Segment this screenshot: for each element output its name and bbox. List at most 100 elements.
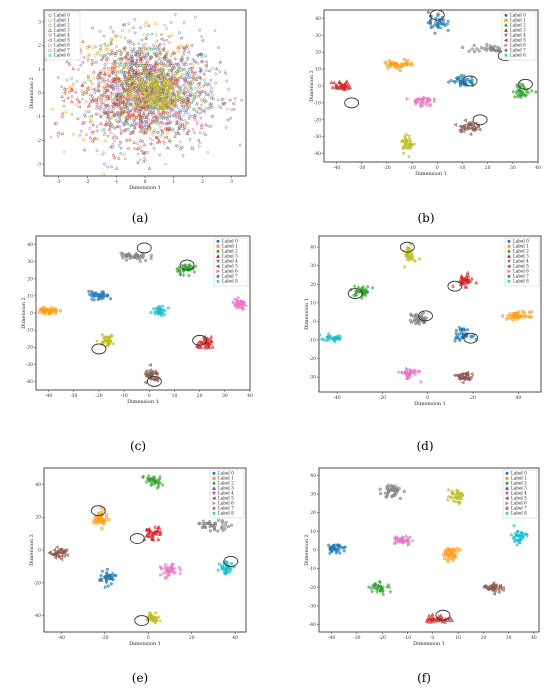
scatter-point [97, 518, 101, 522]
scatter-point [144, 36, 148, 41]
scatter-point [65, 553, 69, 558]
scatter-point [187, 117, 191, 120]
scatter-point [193, 117, 197, 122]
scatter-point [190, 66, 194, 70]
scatter-point [144, 527, 149, 532]
scatter-point [100, 332, 105, 337]
scatter-point [433, 99, 437, 104]
scatter-point [138, 85, 142, 89]
scatter-point [161, 129, 165, 133]
scatter-point [102, 162, 107, 167]
scatter-point [162, 142, 167, 146]
scatter-point [188, 114, 192, 118]
scatter-point [143, 131, 148, 135]
scatter-point [184, 76, 189, 81]
legend-entry: Label 3 [510, 28, 526, 33]
scatter-point [154, 371, 159, 376]
scatter-point [119, 112, 123, 117]
scatter-point [375, 587, 380, 592]
scatter-point [111, 578, 115, 582]
scatter-point [200, 34, 204, 39]
scatter-point [120, 128, 124, 132]
x-tick-label: 30 [506, 635, 512, 641]
legend-entry: Label 5 [511, 496, 527, 501]
scatter-point [98, 69, 103, 74]
scatter-point [198, 111, 202, 115]
scatter-point [448, 616, 453, 620]
scatter-point [342, 549, 346, 553]
scatter-point [152, 106, 156, 110]
scatter-point [105, 111, 109, 115]
y-tick-label: -10 [26, 328, 33, 334]
scatter-point [182, 128, 186, 133]
scatter-point [202, 108, 206, 113]
scatter-point [62, 91, 67, 96]
scatter-point [163, 104, 168, 109]
scatter-point [236, 304, 241, 309]
scatter-point [91, 87, 96, 91]
scatter-point [166, 127, 170, 132]
scatter-point [109, 26, 113, 30]
scatter-point [154, 92, 159, 97]
scatter-point [132, 50, 136, 53]
scatter-point [170, 102, 175, 107]
scatter-point [171, 127, 176, 131]
legend-marker [48, 18, 52, 22]
scatter-point [155, 44, 159, 49]
scatter-point [189, 80, 193, 84]
scatter-point [153, 617, 159, 623]
legend-entry: Label 0 [222, 239, 238, 244]
scatter-point [180, 77, 185, 81]
scatter-point [91, 82, 95, 86]
scatter-point [444, 548, 448, 552]
y-tick-label: 10 [27, 293, 33, 299]
scatter-point [175, 89, 180, 94]
legend-entry: Label 1 [222, 244, 238, 249]
legend-marker [504, 496, 509, 501]
scatter-point [199, 102, 204, 107]
scatter-point [132, 71, 136, 75]
scatter-point [129, 68, 134, 72]
scatter-point [106, 51, 110, 56]
scatter-point [453, 339, 457, 343]
scatter-point [158, 42, 162, 47]
y-tick-label: -20 [34, 580, 41, 586]
scatter-point [400, 146, 406, 151]
scatter-point [187, 88, 191, 92]
scatter-point [173, 94, 178, 99]
scatter-point [154, 33, 158, 37]
scatter-point [92, 293, 96, 297]
scatter-point [156, 122, 160, 126]
scatter-point [482, 583, 487, 588]
scatter-point [136, 84, 141, 89]
scatter-point [178, 571, 183, 576]
scatter-point [195, 102, 199, 106]
scatter-point [465, 370, 470, 375]
scatter-point [170, 92, 175, 97]
scatter-point [452, 548, 456, 552]
scatter-point [118, 52, 123, 57]
cluster-ring [223, 556, 239, 567]
scatter-point [211, 67, 215, 70]
scatter-point [413, 372, 418, 377]
scatter-point [419, 379, 424, 384]
scatter-point [209, 125, 213, 129]
scatter-point [134, 115, 138, 119]
scatter-point [496, 587, 501, 592]
scatter-point [423, 101, 428, 106]
scatter-point [52, 548, 56, 552]
scatter-point [80, 92, 85, 97]
scatter-point [497, 583, 502, 588]
scatter-point [167, 69, 171, 73]
scatter-point [74, 103, 78, 107]
scatter-point [56, 131, 60, 135]
scatter-point [109, 297, 113, 301]
legend-entry: Label 4 [218, 491, 234, 496]
scatter-point [165, 65, 169, 68]
scatter-point [138, 130, 142, 134]
scatter-point [165, 145, 170, 149]
scatter-point [198, 131, 202, 135]
scatter-point [143, 71, 148, 76]
